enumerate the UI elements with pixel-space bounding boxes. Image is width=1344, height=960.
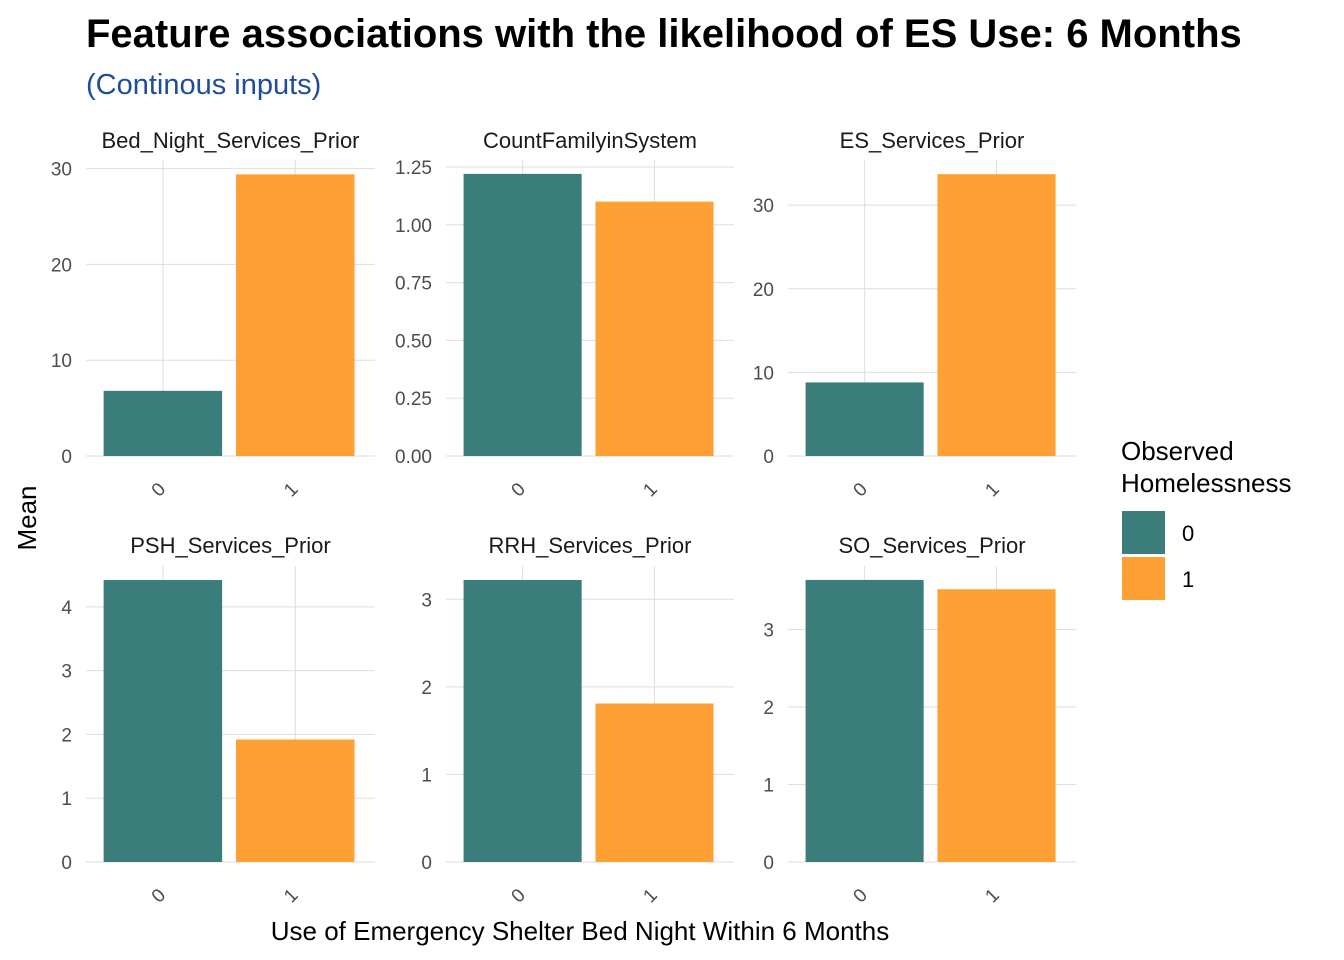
- x-tick-label: 0: [148, 479, 170, 501]
- legend-title-line-2: Homelessness: [1121, 468, 1292, 498]
- facet-panel: 0 1 2 3 4 0 1 PSH_Services_Prior: [61, 533, 375, 907]
- y-tick-label: 10: [51, 351, 72, 372]
- chart-subtitle: (Continous inputs): [86, 69, 321, 101]
- facet-strip-label: CountFamilyinSystem: [483, 128, 697, 153]
- bar: [463, 580, 582, 862]
- x-tick-label: 0: [850, 885, 872, 907]
- facet-strip-label: Bed_Night_Services_Prior: [101, 128, 359, 153]
- x-tick-label: 1: [280, 479, 302, 501]
- facet-panel: 0 10 20 30 0 1 Bed_Night_Services_Prior: [51, 128, 375, 501]
- y-tick-label: 30: [753, 196, 774, 217]
- legend-key-1: [1122, 557, 1165, 600]
- bar: [235, 174, 355, 456]
- y-tick-label: 10: [753, 363, 774, 384]
- y-tick-label: 1: [763, 776, 774, 797]
- x-tick-label: 1: [981, 479, 1003, 501]
- x-tick-label: 1: [639, 479, 661, 501]
- y-tick-label: 0.00: [395, 447, 432, 468]
- x-tick-label: 1: [280, 885, 302, 907]
- y-tick-label: 0: [763, 447, 774, 468]
- facet-strip-label: RRH_Services_Prior: [489, 533, 692, 558]
- y-tick-label: 0.75: [395, 274, 432, 295]
- x-tick-label: 1: [981, 885, 1003, 907]
- legend-label-1: 1: [1182, 567, 1194, 592]
- y-tick-label: 4: [61, 598, 72, 619]
- y-axis-title: Mean: [12, 485, 42, 550]
- legend-key-0: [1122, 511, 1165, 554]
- y-tick-label: 0: [61, 853, 72, 874]
- bar: [235, 739, 355, 862]
- legend: Observed Homelessness 0 1: [1121, 436, 1292, 600]
- y-tick-label: 1: [61, 789, 72, 810]
- bar: [595, 703, 714, 862]
- facet-strip-label: SO_Services_Prior: [838, 533, 1025, 558]
- facet-panel: 0 1 2 3 0 1 RRH_Services_Prior: [421, 533, 734, 907]
- facet-panel: 0.00 0.25 0.50 0.75 1.00 1.25 0 1 CountFamilyinS…: [395, 128, 734, 501]
- y-tick-label: 2: [763, 698, 774, 719]
- bar: [937, 174, 1056, 456]
- legend-label-0: 0: [1182, 521, 1194, 546]
- facet-panel: 0 10 20 30 0 1 ES_Services_Prior: [753, 128, 1076, 501]
- bar: [103, 580, 223, 862]
- y-tick-label: 0: [763, 853, 774, 874]
- x-tick-label: 0: [508, 885, 530, 907]
- legend-title-line-1: Observed: [1121, 436, 1234, 466]
- bar: [805, 382, 924, 456]
- x-tick-label: 0: [850, 479, 872, 501]
- y-tick-label: 3: [421, 590, 432, 611]
- facet-strip-label: PSH_Services_Prior: [130, 533, 331, 558]
- bar: [103, 390, 223, 456]
- y-tick-label: 20: [753, 280, 774, 301]
- y-tick-label: 30: [51, 160, 72, 181]
- bar: [463, 173, 582, 456]
- y-tick-label: 3: [763, 621, 774, 642]
- bar: [937, 589, 1056, 862]
- facet-panel: 0 1 2 3 0 1 SO_Services_Prior: [763, 533, 1076, 907]
- y-tick-label: 1.25: [395, 158, 432, 179]
- y-tick-label: 20: [51, 255, 72, 276]
- x-tick-label: 0: [148, 885, 170, 907]
- y-tick-label: 3: [61, 662, 72, 683]
- y-tick-label: 0: [421, 853, 432, 874]
- x-tick-label: 1: [639, 885, 661, 907]
- y-tick-label: 0.50: [395, 331, 432, 352]
- y-tick-label: 1: [421, 765, 432, 786]
- facet-strip-label: ES_Services_Prior: [840, 128, 1025, 153]
- y-tick-label: 2: [421, 678, 432, 699]
- x-tick-label: 0: [508, 479, 530, 501]
- bar: [595, 201, 714, 456]
- y-tick-label: 0: [61, 447, 72, 468]
- bar: [805, 579, 924, 862]
- y-tick-label: 2: [61, 725, 72, 746]
- chart-title: Feature associations with the likelihood…: [86, 12, 1242, 56]
- y-tick-label: 0.25: [395, 389, 432, 410]
- x-axis-title: Use of Emergency Shelter Bed Night Withi…: [271, 916, 890, 946]
- y-tick-label: 1.00: [395, 216, 432, 237]
